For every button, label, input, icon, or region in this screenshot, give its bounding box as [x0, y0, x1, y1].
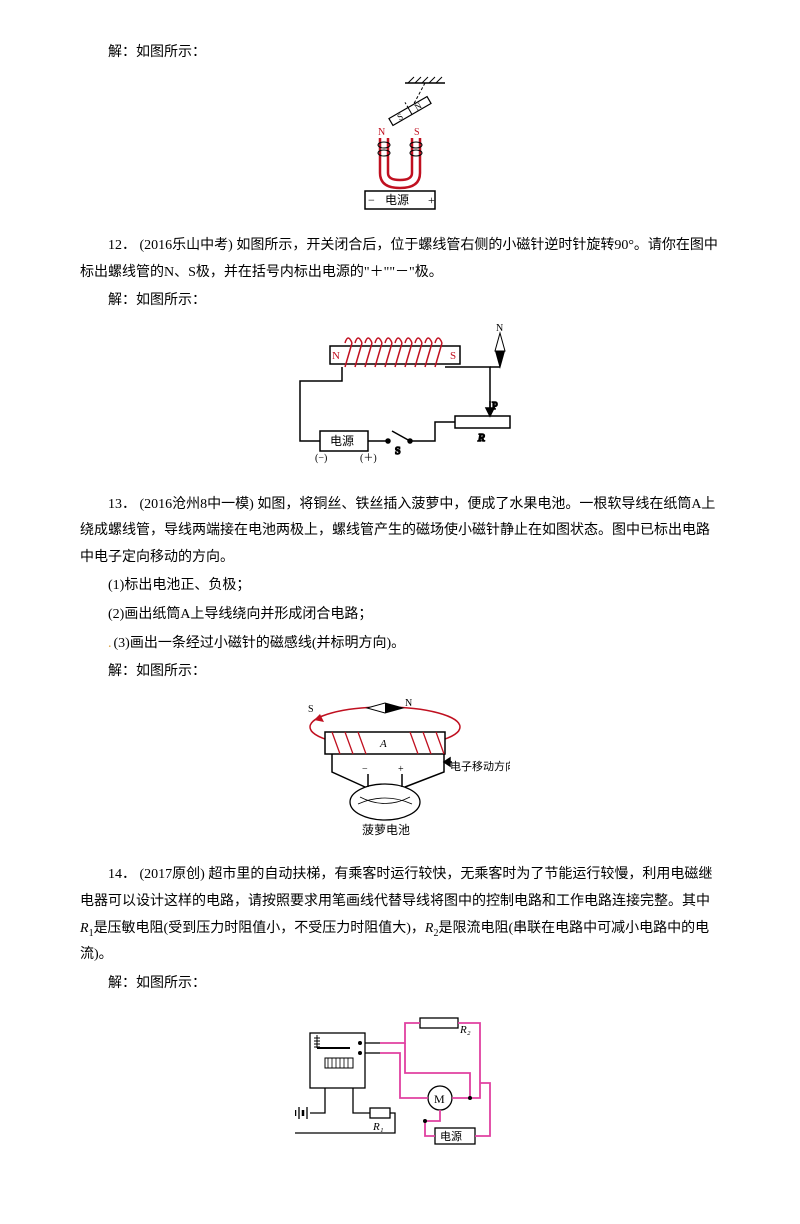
svg-text:R₁: R₁ [372, 1121, 384, 1133]
svg-text:S: S [395, 446, 401, 457]
svg-text:S: S [414, 127, 420, 138]
svg-text:+: + [398, 764, 404, 775]
svg-text:电源: 电源 [440, 1129, 462, 1143]
q14-text: 14． (2017原创) 超市里的自动扶梯，有乘客时运行较快，无乘客时为了节能运… [80, 862, 720, 969]
svg-text:菠萝电池: 菠萝电池 [362, 823, 410, 837]
figure-12: N S N P R S 电源 (−) (＋) [80, 321, 720, 482]
q13-num: 13． [108, 497, 136, 512]
figure-13: S N A 电子移动方向 − + 菠萝电池 [80, 692, 720, 853]
q12-solution: 解：如图所示： [80, 288, 720, 315]
svg-text:电子移动方向: 电子移动方向 [450, 759, 510, 773]
q14-r1: R [80, 921, 89, 936]
q14-num: 14． [108, 867, 136, 882]
bullet-icon: . [108, 636, 112, 651]
svg-text:N: N [332, 350, 340, 362]
q13-src: (2016沧州8中一模) [140, 497, 254, 512]
svg-text:电源: 电源 [385, 193, 409, 207]
q13-s3-text: (3)画出一条经过小磁针的磁感线(并标明方向)。 [114, 636, 406, 651]
q14-src: (2017原创) [140, 867, 205, 882]
q13-s2: (2)画出纸筒A上导线绕向并形成闭合电路； [80, 602, 720, 629]
svg-text:(＋): (＋) [360, 453, 377, 464]
svg-text:N: N [496, 323, 503, 334]
svg-text:电源: 电源 [330, 434, 354, 448]
svg-text:−: − [362, 764, 368, 775]
svg-text:R: R [477, 432, 485, 444]
svg-text:S: S [308, 704, 314, 715]
svg-text:(−): (−) [315, 453, 327, 464]
q14-body2: 是压敏电阻(受到压力时阻值小，不受压力时阻值大)， [94, 921, 425, 936]
q14-solution: 解：如图所示： [80, 971, 720, 998]
figure-11: S N N S 电源 − + [80, 73, 720, 224]
svg-text:P: P [492, 401, 498, 412]
svg-text:A: A [379, 738, 387, 750]
svg-text:R₂: R₂ [459, 1024, 471, 1036]
q12-src: (2016乐山中考) [140, 238, 233, 253]
q12-num: 12． [108, 238, 136, 253]
svg-text:+: + [428, 193, 435, 207]
svg-text:−: − [368, 193, 375, 207]
svg-text:M: M [434, 1092, 445, 1106]
q13-text: 13． (2016沧州8中一模) 如图，将铜丝、铁丝插入菠萝中，便成了水果电池。… [80, 492, 720, 572]
figure-14: R₁ R₂ M 电源 [80, 1003, 720, 1174]
q13-solution: 解：如图所示： [80, 659, 720, 686]
q13-s1: (1)标出电池正、负极； [80, 573, 720, 600]
svg-text:S: S [450, 350, 456, 362]
svg-text:N: N [405, 698, 412, 709]
q13-s3: .(3)画出一条经过小磁针的磁感线(并标明方向)。 [80, 631, 720, 658]
svg-text:N: N [378, 127, 385, 138]
q11-solution: 解：如图所示： [80, 40, 720, 67]
q12-text: 12． (2016乐山中考) 如图所示，开关闭合后，位于螺线管右侧的小磁针逆时针… [80, 233, 720, 286]
